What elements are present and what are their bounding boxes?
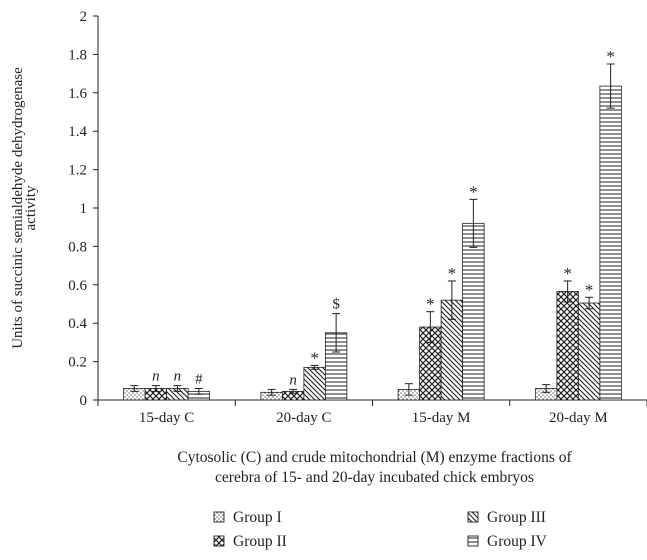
y-tick-label: 0: [80, 393, 88, 409]
significance-marker: *: [448, 264, 457, 283]
legend-swatch: [213, 511, 225, 523]
y-axis-title-line: activity: [23, 185, 39, 230]
significance-marker: *: [585, 280, 594, 299]
axes: 0 0.2 0.4 0.6 0.8 1 1.2 1.4 1.6 1.8 2 15-day C 20-da…: [68, 9, 647, 426]
y-tick-label: 2: [80, 9, 88, 25]
x-axis-title-line: Cytosolic (C) and crude mitochondrial (M…: [177, 449, 572, 466]
y-axis-title-line: Units of succinic semialdehyde dehydroge…: [10, 67, 26, 349]
y-tick-label: 1.6: [68, 86, 87, 102]
bar: [556, 291, 579, 401]
x-axis-title: Cytosolic (C) and crude mitochondrial (M…: [177, 449, 572, 486]
legend-swatch: [213, 535, 225, 547]
significance-marker: n: [289, 372, 297, 388]
y-tick-label: 0.2: [68, 355, 87, 371]
y-axis-title: Units of succinic semialdehyde dehydroge…: [10, 67, 39, 349]
x-tick-label: 15-day C: [139, 410, 194, 426]
y-tick-label: 1.4: [68, 124, 87, 140]
y-tick-label: 0.6: [68, 278, 87, 294]
x-tick-label: 15-day M: [412, 410, 471, 426]
significance-marker: *: [310, 348, 319, 367]
significance-marker: n: [152, 369, 160, 385]
x-tick-label: 20-day C: [276, 410, 331, 426]
legend-label: Group IV: [487, 533, 548, 550]
significance-marker: *: [469, 182, 478, 201]
significance-marker: *: [563, 264, 572, 283]
y-tick-label: 1: [80, 201, 88, 217]
bar: [599, 85, 622, 401]
y-tick-label: 1.2: [68, 163, 87, 179]
x-tick-label: 20-day M: [549, 410, 608, 426]
significance-marker: #: [195, 371, 203, 387]
x-axis-title-line: cerebra of 15- and 20-day incubated chic…: [215, 469, 534, 486]
legend-label: Group I: [233, 509, 282, 526]
legend-swatch: [467, 535, 479, 547]
bar: [577, 302, 601, 401]
significance-marker: *: [426, 295, 435, 314]
significance-marker: $: [332, 297, 340, 313]
y-tick-label: 1.8: [68, 47, 87, 63]
legend: Group I Group II Group III Group IV: [213, 509, 548, 550]
y-tick-label: 0.8: [68, 239, 87, 255]
legend-swatch: [467, 511, 479, 523]
bars: n n # n*$ ******: [123, 47, 622, 401]
bar: [462, 222, 485, 401]
bar: [303, 366, 326, 401]
legend-label: Group III: [487, 509, 546, 526]
significance-marker: *: [606, 47, 615, 66]
legend-label: Group II: [233, 533, 287, 550]
significance-marker: n: [174, 369, 182, 385]
y-tick-label: 0.4: [68, 316, 87, 332]
